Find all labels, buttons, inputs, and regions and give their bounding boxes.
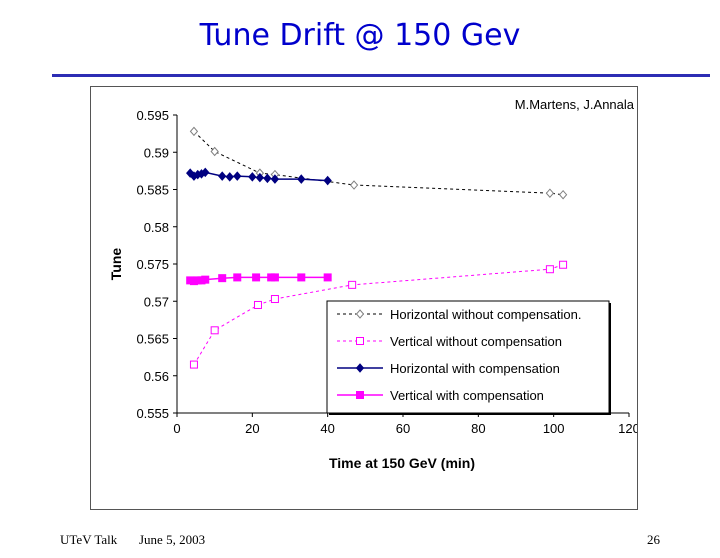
data-point-series-3 (248, 172, 257, 182)
title-rule (52, 74, 710, 77)
y-tick-label: 0.575 (136, 257, 169, 272)
legend-marker-4 (356, 391, 364, 399)
x-tick-label: 100 (543, 421, 565, 436)
data-point-series-3 (218, 171, 227, 181)
x-tick-label: 120 (618, 421, 637, 436)
data-point-series-2 (270, 295, 279, 304)
footer-date: June 5, 2003 (139, 532, 206, 547)
x-axis-label: Time at 150 GeV (min) (329, 455, 475, 471)
data-point-series-4 (323, 273, 332, 282)
x-tick-label: 60 (396, 421, 410, 436)
y-tick-label: 0.565 (136, 332, 169, 347)
legend-marker-1 (355, 309, 365, 319)
data-point-series-2 (348, 280, 357, 289)
data-point-series-3 (263, 173, 272, 184)
legend-label-4: Vertical with compensation (390, 388, 544, 403)
data-point-series-2 (189, 360, 198, 369)
legend-label-1: Horizontal without compensation. (390, 307, 582, 322)
data-point-series-1 (558, 189, 568, 200)
data-point-series-4 (218, 274, 227, 283)
data-point-series-2 (559, 260, 568, 269)
legend: Horizontal without compensation. Vertical… (326, 300, 611, 415)
legend-marker-2 (356, 337, 364, 345)
footer-talk-name: UTeV Talk (60, 532, 118, 547)
author-annotation: M.Martens, J.Annala (515, 97, 635, 112)
data-point-series-3 (323, 175, 332, 186)
y-tick-label: 0.555 (136, 406, 169, 421)
data-point-series-2 (253, 300, 262, 309)
legend-label-2: Vertical without compensation (390, 334, 562, 349)
data-point-series-3 (255, 172, 265, 183)
y-tick-label: 0.58 (144, 220, 169, 235)
data-point-series-4 (201, 275, 210, 284)
x-tick-label: 40 (320, 421, 334, 436)
slide-title: Tune Drift @ 150 Gev (199, 18, 521, 53)
legend-label-3: Horizontal with compensation (390, 361, 560, 376)
data-point-series-4 (252, 273, 261, 282)
data-point-series-1 (545, 188, 555, 198)
data-point-series-1 (189, 126, 199, 137)
y-tick-label: 0.57 (144, 294, 169, 309)
y-tick-label: 0.59 (144, 145, 169, 160)
y-tick-label: 0.585 (136, 183, 169, 198)
y-axis-label: Tune (108, 248, 124, 281)
legend-marker-3 (355, 363, 365, 373)
data-point-series-2 (210, 326, 219, 335)
series-line-1 (193, 131, 564, 196)
page-number: 26 (647, 532, 660, 547)
y-tick-label: 0.56 (144, 369, 169, 384)
chart-frame: M.Martens, J.Annala Tune Time at 150 GeV… (90, 86, 638, 510)
x-tick-label: 20 (245, 421, 259, 436)
data-point-series-3 (233, 171, 242, 181)
data-point-series-3 (225, 172, 234, 182)
data-point-series-4 (233, 273, 242, 282)
data-point-series-3 (201, 167, 210, 178)
data-point-series-1 (349, 180, 359, 190)
data-point-series-3 (297, 174, 306, 184)
data-point-series-2 (545, 265, 554, 274)
data-point-series-3 (270, 174, 280, 184)
tune-drift-chart: M.Martens, J.Annala Tune Time at 150 GeV… (108, 97, 637, 471)
data-point-series-1 (210, 146, 219, 157)
data-point-series-4 (297, 273, 306, 282)
y-tick-label: 0.595 (136, 108, 169, 123)
x-tick-label: 0 (173, 421, 180, 436)
data-point-series-4 (270, 273, 279, 282)
x-tick-label: 80 (471, 421, 485, 436)
